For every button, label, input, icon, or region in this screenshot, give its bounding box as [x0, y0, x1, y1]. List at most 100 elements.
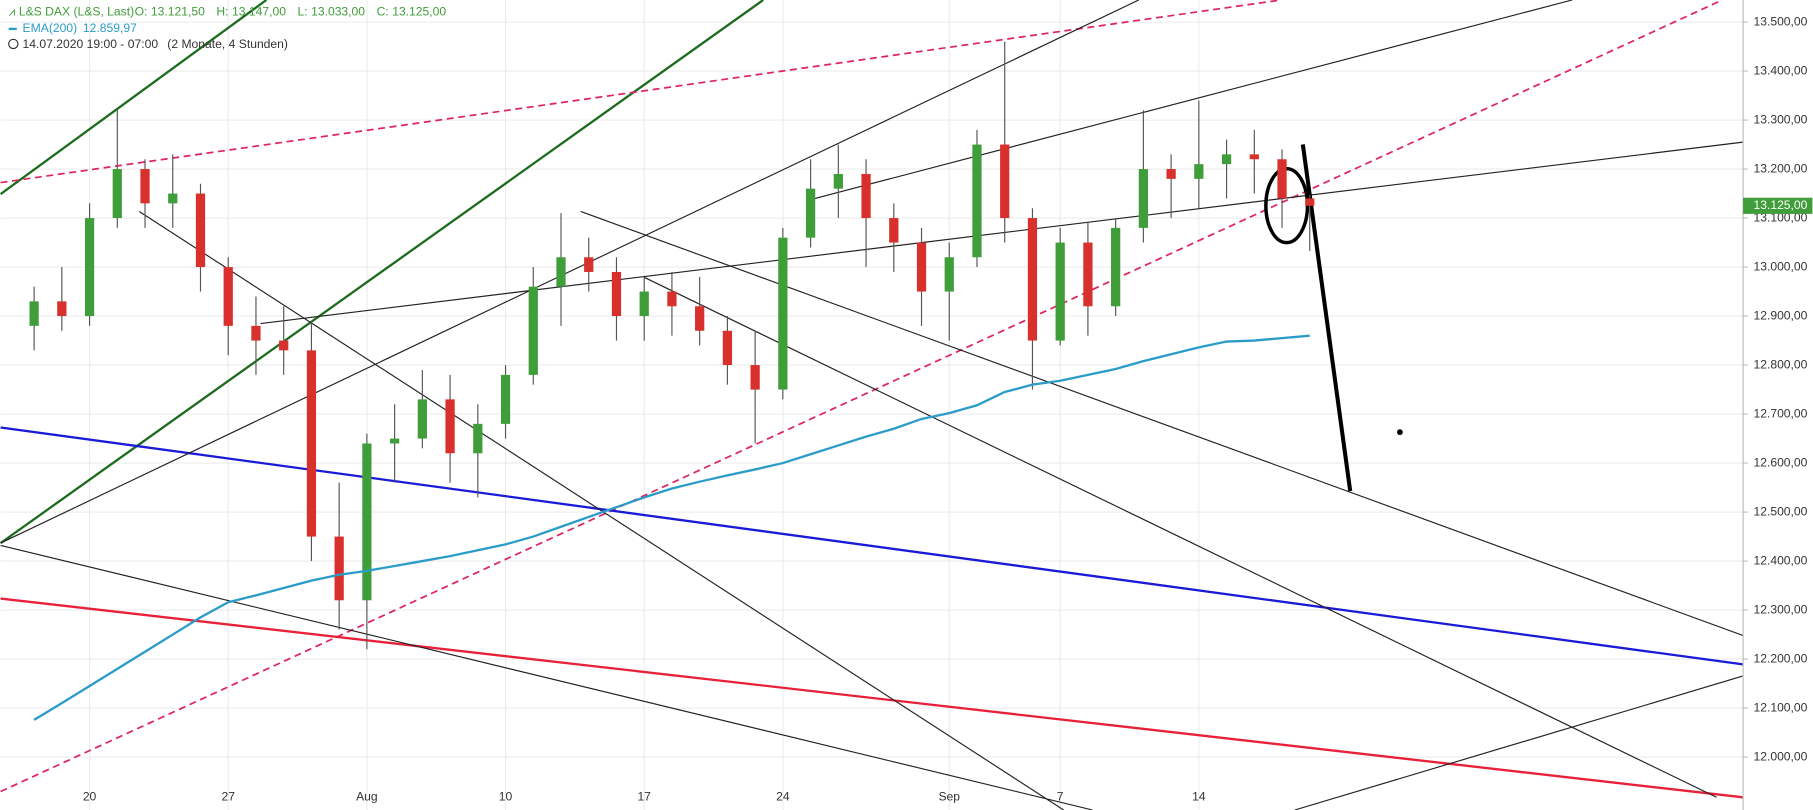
candle-body	[306, 350, 317, 537]
candle-body	[1305, 198, 1315, 206]
y-tick-label: 12.400,00	[1753, 553, 1807, 567]
candle-body	[1083, 242, 1093, 307]
candle-body	[1055, 242, 1065, 341]
candle-body	[417, 399, 427, 439]
candle-body	[944, 257, 954, 292]
trend-line	[0, 0, 764, 545]
trend-line	[809, 0, 1573, 201]
legend-swatch	[8, 27, 17, 31]
trend-line	[0, 544, 1093, 810]
candles	[29, 41, 1315, 721]
candle-body	[667, 291, 677, 307]
candle-body	[1221, 154, 1232, 165]
candle-body	[972, 144, 982, 258]
candle-body	[57, 301, 67, 317]
candle-body	[1249, 154, 1259, 160]
candle-body	[362, 443, 372, 601]
trend-line	[0, 0, 1282, 184]
candle-body	[1166, 169, 1176, 179]
candle-body	[805, 188, 816, 238]
candle-body	[861, 173, 871, 219]
x-tick-label: Sep	[938, 789, 960, 803]
ohlc-name: C:	[377, 5, 389, 19]
candle-body	[1194, 164, 1204, 179]
candle-body	[473, 423, 483, 454]
y-tick-label: 13.400,00	[1753, 63, 1807, 77]
ohlc-name: O:	[135, 5, 148, 19]
candle-body	[1111, 227, 1121, 307]
legend-period: 14.07.2020 19:00 - 07:00 (2 Monate, 4 Stu…	[23, 37, 288, 51]
ohlc-name: L:	[298, 5, 308, 19]
candle-body	[722, 330, 733, 366]
ohlc-value: 13.121,50	[151, 5, 205, 19]
legend-ema: EMA(200) 12.859,97	[23, 21, 138, 35]
candle-body	[556, 257, 566, 287]
trend-lines	[0, 0, 1744, 810]
candle-body	[1027, 218, 1038, 341]
candle-body	[112, 169, 122, 219]
trend-line	[260, 141, 1744, 325]
y-tick-label: 12.300,00	[1753, 602, 1807, 616]
trend-line	[0, 426, 1744, 666]
y-tick-label: 12.200,00	[1753, 651, 1807, 665]
candle-body	[916, 242, 927, 292]
y-tick-label: 13.300,00	[1753, 112, 1807, 126]
candle-body	[1138, 169, 1148, 228]
x-tick-label: 20	[83, 789, 97, 803]
candle-body	[584, 257, 594, 272]
candle-body	[528, 286, 538, 375]
y-tick-label: 12.600,00	[1753, 455, 1807, 469]
trend-line	[0, 597, 1744, 799]
candle-body	[223, 267, 233, 326]
candle-body	[445, 399, 455, 454]
y-tick-label: 13.500,00	[1753, 14, 1807, 28]
candle-body	[334, 536, 344, 601]
y-tick-label: 12.500,00	[1753, 504, 1807, 518]
candle-body	[639, 291, 649, 317]
candle-body	[140, 169, 150, 204]
candle-body	[750, 365, 760, 390]
candle-body	[778, 237, 788, 390]
candle-body	[389, 438, 400, 444]
candle-body	[84, 218, 95, 317]
x-tick-label: Aug	[356, 789, 378, 803]
hand-dot	[1397, 429, 1403, 436]
y-tick-label: 12.900,00	[1753, 308, 1807, 322]
candle-body	[695, 306, 705, 331]
legend-ohlc: O: 13.121,50 H: 13.147,00 L: 13.033,00 C: 13.12…	[135, 5, 447, 19]
trend-line	[0, 0, 1723, 793]
x-tick-label: 27	[221, 789, 235, 803]
y-tick-label: 12.000,00	[1753, 749, 1807, 763]
candle-body	[168, 193, 178, 204]
ohlc-value: 13.147,00	[232, 5, 286, 19]
y-tick-label: 12.800,00	[1753, 357, 1807, 371]
y-tick-label: 12.700,00	[1753, 406, 1807, 420]
last-price-box	[1743, 197, 1813, 214]
legend-instrument: ⩘ L&S DAX (L&S, Last)	[9, 5, 134, 19]
candle-body	[195, 193, 206, 268]
ohlc-name: H:	[216, 5, 228, 19]
clock-icon	[8, 38, 19, 50]
trend-line	[0, 0, 1140, 544]
ohlc-value: 13.033,00	[311, 5, 365, 19]
candle-body	[29, 301, 39, 326]
y-tick-label: 13.200,00	[1753, 161, 1807, 175]
trend-line	[1294, 675, 1744, 810]
x-tick-label: 17	[637, 789, 651, 803]
candle-body	[279, 340, 289, 351]
x-tick-label: 7	[1057, 789, 1064, 803]
x-tick-label: 24	[776, 789, 790, 803]
ohlc-value: 13.125,00	[392, 5, 446, 19]
candle-body	[833, 173, 843, 189]
x-tick-label: 14	[1192, 789, 1206, 803]
trend-line	[643, 276, 1717, 798]
legend: ⩘ L&S DAX (L&S, Last) O: 13.121,50 H: 13.14…	[8, 5, 447, 51]
x-tick-label: 10	[499, 789, 513, 803]
candle-body	[611, 271, 622, 317]
candle-body	[500, 374, 511, 424]
trend-line	[0, 0, 268, 196]
trend-line	[138, 210, 1064, 810]
last-price-label: 13.125,00	[1753, 198, 1807, 212]
trend-line	[580, 210, 1744, 637]
